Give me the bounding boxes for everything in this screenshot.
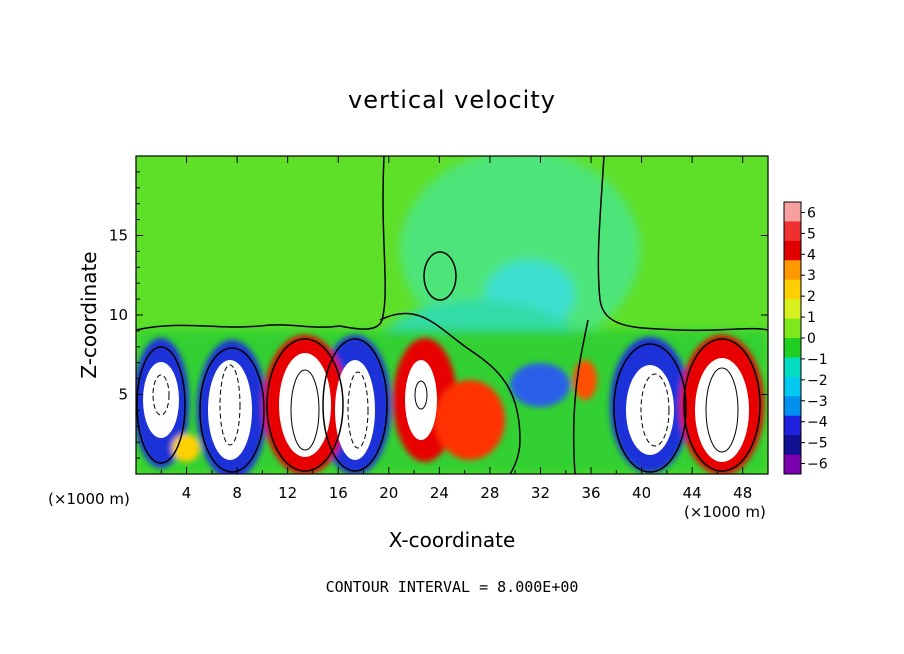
colorbar-swatch-0 xyxy=(784,202,801,222)
x-tick-label-2: 12 xyxy=(278,484,297,502)
core-5 xyxy=(405,360,437,440)
contour-zero-4 xyxy=(572,319,589,474)
colorbar-swatch-4 xyxy=(784,279,801,300)
contour-cell-upper xyxy=(423,251,457,301)
core-2 xyxy=(208,360,252,460)
contour-core-6 xyxy=(705,367,739,453)
contour-dashed-1 xyxy=(152,374,170,416)
x-tick-label-0: 4 xyxy=(182,484,192,502)
y-tick-label-0: 5 xyxy=(118,386,128,404)
colorbar-label-6: 0 xyxy=(807,331,816,347)
x-tick-label-6: 28 xyxy=(480,484,499,502)
y-tick-label-1: 10 xyxy=(109,306,128,324)
contour-dashed-2 xyxy=(219,364,241,446)
colorbar-swatch-12 xyxy=(784,435,801,456)
x-tick-label-5: 24 xyxy=(430,484,449,502)
colorbar-label-3: 3 xyxy=(807,268,816,284)
x-axis-ticks: 4 8 12 16 20 24 28 32 36 40 44 48 xyxy=(160,156,752,502)
contour-zero-1 xyxy=(136,156,386,331)
colorbar-swatch-13 xyxy=(784,454,801,475)
contour-interval-label: CONTOUR INTERVAL = 8.000E+00 xyxy=(325,578,579,596)
x-tick-label-3: 16 xyxy=(329,484,348,502)
core-1 xyxy=(143,362,179,438)
x-axis-label: X-coordinate xyxy=(389,528,516,552)
contour-cell-6 xyxy=(683,338,761,472)
x-tick-label-4: 20 xyxy=(379,484,398,502)
x-unit-left: (×1000 m) xyxy=(48,490,130,508)
colorbar-label-8: −2 xyxy=(807,373,828,389)
colorbar-swatch-7 xyxy=(784,338,801,358)
x-tick-label-9: 40 xyxy=(632,484,651,502)
x-unit-right: (×1000 m) xyxy=(684,503,766,521)
x-tick-label-8: 36 xyxy=(581,484,600,502)
colorbar-swatch-8 xyxy=(784,357,801,378)
colorbar-label-0: 6 xyxy=(807,205,816,221)
y-tick-label-2: 15 xyxy=(109,227,128,245)
colorbar-label-2: 4 xyxy=(807,247,816,263)
contour-zero-3 xyxy=(379,312,521,474)
colorbar-label-7: −1 xyxy=(807,352,828,368)
core-6 xyxy=(626,365,674,455)
contour-zero-2 xyxy=(597,156,768,332)
contour-dashed-6 xyxy=(640,373,670,447)
colorbar-label-4: 2 xyxy=(807,289,816,305)
contour-cell-3 xyxy=(266,338,344,472)
core-3 xyxy=(279,353,331,457)
contour-dashed-4 xyxy=(347,371,369,449)
x-tick-label-11: 48 xyxy=(733,484,752,502)
contour-cell-4 xyxy=(322,338,388,472)
colorbar-swatch-5 xyxy=(784,299,801,320)
colorbar-swatch-1 xyxy=(784,221,801,242)
cell-blue-5 xyxy=(510,363,570,407)
y-axis-label: Z-coordinate xyxy=(77,251,101,378)
colorbar-swatch-2 xyxy=(784,240,801,261)
x-tick-label-1: 8 xyxy=(232,484,242,502)
contour-cell-2 xyxy=(199,347,265,473)
colorbar-label-11: −5 xyxy=(807,436,828,452)
cell-yellow-1 xyxy=(172,434,200,462)
colorbar-swatch-3 xyxy=(784,260,801,281)
core-4 xyxy=(335,360,375,460)
x-tick-label-7: 32 xyxy=(531,484,550,502)
colorbar-swatch-10 xyxy=(784,396,801,417)
contour-core-3 xyxy=(290,369,320,451)
colorbar-label-1: 5 xyxy=(807,226,816,242)
colorbar-label-12: −6 xyxy=(807,457,828,473)
contour-cell-1 xyxy=(136,346,186,464)
colorbar-swatch-11 xyxy=(784,415,801,436)
cell-red-3 xyxy=(435,380,505,460)
contour-core-5 xyxy=(414,380,428,410)
contour-cell-5 xyxy=(613,343,687,473)
colorbar-label-5: 1 xyxy=(807,310,816,326)
core-7 xyxy=(695,358,749,462)
colorbar-label-10: −4 xyxy=(807,415,828,431)
chart-title: vertical velocity xyxy=(348,86,556,114)
colorbar: 6 5 4 3 2 1 0 −1 −2 −3 −4 −5 −6 xyxy=(783,201,828,475)
x-tick-label-10: 44 xyxy=(683,484,702,502)
colorbar-swatch-9 xyxy=(784,376,801,397)
colorbar-swatch-6 xyxy=(784,318,801,339)
heatmap-field xyxy=(136,156,768,474)
y-axis-ticks: 5 10 15 xyxy=(109,171,768,459)
colorbar-label-9: −3 xyxy=(807,394,828,410)
